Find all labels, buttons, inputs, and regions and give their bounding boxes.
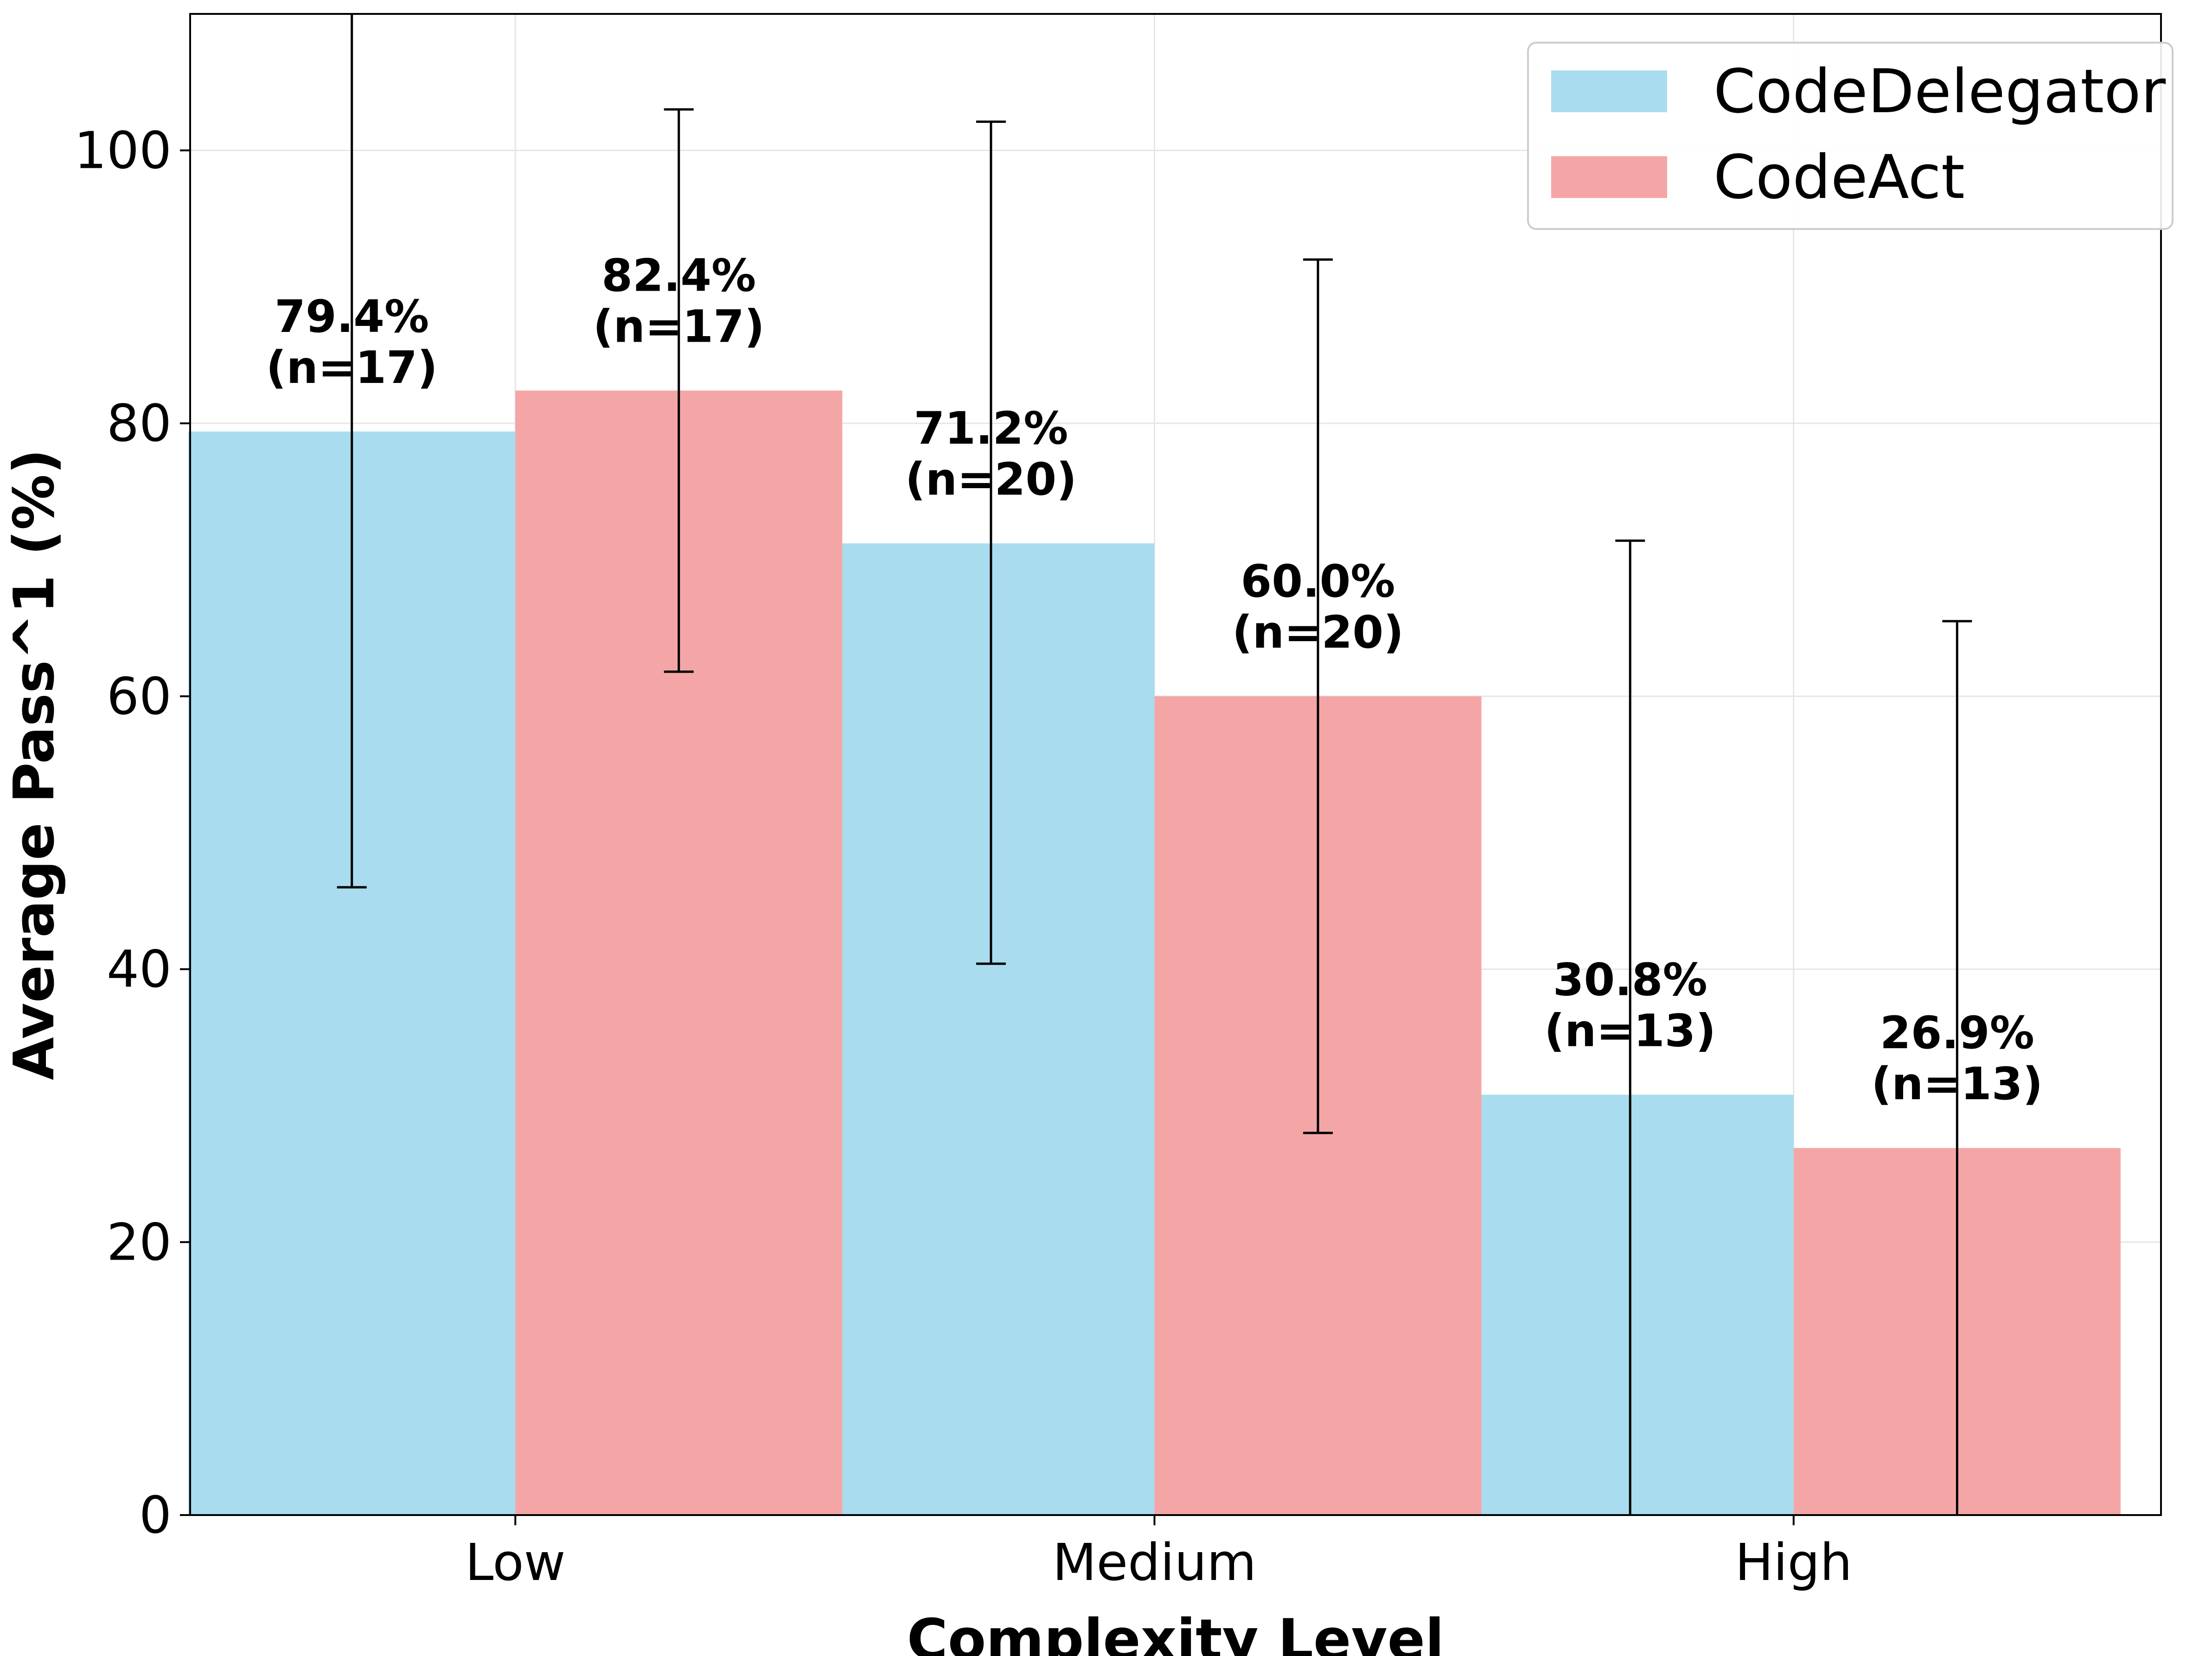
data-label-count: (n=13) bbox=[1871, 1058, 2043, 1110]
data-labels: 79.4%(n=17)71.2%(n=20)30.8%(n=13)82.4%(n… bbox=[266, 249, 2043, 1110]
y-tick-label: 80 bbox=[107, 394, 172, 453]
legend-label: CodeDelegator bbox=[1713, 56, 2166, 127]
data-label-count: (n=13) bbox=[1544, 1005, 1716, 1057]
data-label-count: (n=17) bbox=[593, 300, 765, 352]
plot-frame bbox=[189, 13, 2162, 1516]
y-tick-label: 0 bbox=[139, 1485, 172, 1545]
legend-label: CodeAct bbox=[1713, 142, 1965, 212]
x-axis-ticks: Low Medium High bbox=[465, 1515, 1852, 1592]
data-label-value: 82.4% bbox=[601, 249, 756, 301]
data-label-value: 60.0% bbox=[1241, 555, 1395, 607]
legend-swatch bbox=[1551, 156, 1667, 198]
legend-swatch bbox=[1551, 70, 1667, 112]
legend-box bbox=[1527, 42, 2174, 230]
y-tick-label: 60 bbox=[107, 667, 172, 726]
y-axis-ticks: 0 20 40 60 80 100 bbox=[74, 121, 190, 1545]
data-label-count: (n=17) bbox=[266, 342, 438, 394]
y-axis-title: Average Pass^1 (%) bbox=[2, 449, 67, 1080]
data-label-count: (n=20) bbox=[905, 453, 1077, 505]
x-tick-label: Low bbox=[465, 1533, 566, 1592]
data-label-value: 26.9% bbox=[1880, 1007, 2034, 1059]
x-axis-title: Complexity Level bbox=[907, 1608, 1444, 1656]
data-label-value: 30.8% bbox=[1553, 954, 1707, 1006]
legend: CodeDelegator CodeAct bbox=[1527, 42, 2174, 230]
x-tick-label: High bbox=[1735, 1533, 1852, 1592]
data-label-value: 79.4% bbox=[275, 291, 429, 343]
y-tick-label: 20 bbox=[107, 1212, 172, 1272]
bars bbox=[188, 390, 2121, 1516]
y-tick-label: 100 bbox=[74, 121, 172, 180]
x-tick-label: Medium bbox=[1053, 1533, 1257, 1592]
y-tick-label: 40 bbox=[107, 940, 172, 999]
data-label-value: 71.2% bbox=[914, 402, 1068, 454]
data-label-count: (n=20) bbox=[1232, 606, 1404, 658]
error-bars bbox=[337, 14, 1972, 1515]
